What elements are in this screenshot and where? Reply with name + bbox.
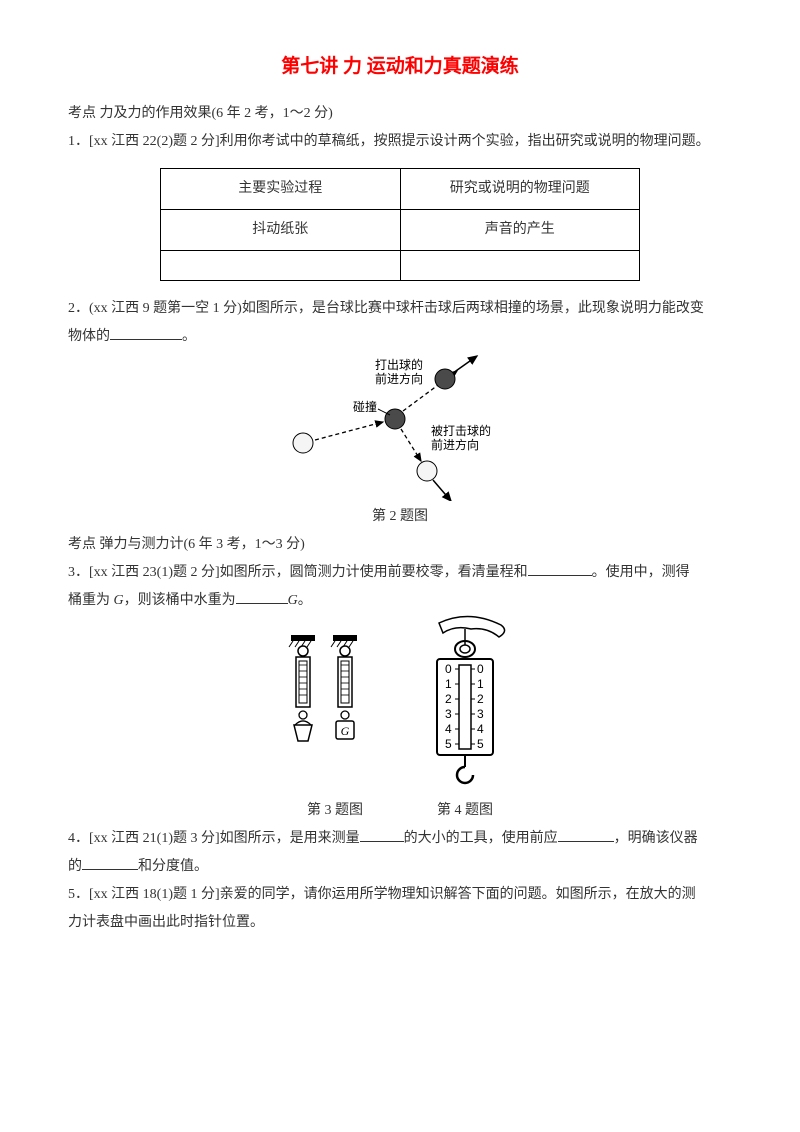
q2-suffix: 。 <box>182 329 196 344</box>
q2-prefix: 物体的 <box>68 329 110 344</box>
question-4-line1: 4．[xx 江西 21(1)题 3 分]如图所示，是用来测量 的大小的工具，使用前… <box>68 825 732 853</box>
figure-2: 打出球的 前进方向 碰撞 被打击球的 前进方向 第 2 题图 <box>68 351 732 531</box>
table-cell <box>161 251 401 281</box>
svg-text:2: 2 <box>445 692 452 706</box>
blank <box>110 326 182 340</box>
svg-text:4: 4 <box>477 722 484 736</box>
q3e: 。 <box>298 593 312 608</box>
blank <box>558 828 614 842</box>
q4c: ，明确该仪器 <box>614 831 698 846</box>
q4e: 和分度值。 <box>138 859 208 874</box>
blank <box>360 828 404 842</box>
figure-2-caption: 第 2 题图 <box>68 503 732 531</box>
q3b: 。使用中，测得 <box>592 565 690 580</box>
svg-text:前进方向: 前进方向 <box>431 437 479 452</box>
question-3-line2: 桶重为 G，则该桶中水重为G。 <box>68 587 732 615</box>
label-collision: 碰撞 <box>353 399 377 414</box>
blank <box>528 562 592 576</box>
q4a: 4．[xx 江西 21(1)题 3 分]如图所示，是用来测量 <box>68 831 360 846</box>
billiard-diagram: 打出球的 前进方向 碰撞 被打击球的 前进方向 <box>275 351 525 501</box>
figure-3-caption: 第 3 题图 <box>307 797 363 825</box>
topic-2: 考点 弹力与测力计(6 年 3 考，1～3 分) <box>68 531 732 559</box>
svg-text:5: 5 <box>445 737 452 751</box>
question-5-line2: 力计表盘中画出此时指针位置。 <box>68 909 732 937</box>
blank <box>236 590 288 604</box>
question-1: 1．[xx 江西 22(2)题 2 分]利用你考试中的草稿纸，按照提示设计两个实… <box>68 128 732 156</box>
q3a: 3．[xx 江西 23(1)题 2 分]如图所示，圆筒测力计使用前要校零，看清量… <box>68 565 528 580</box>
q3d: ，则该桶中水重为 <box>124 593 236 608</box>
label-out-dir: 打出球的 <box>375 357 423 372</box>
figure-4: 0 0 1 1 2 2 3 3 4 4 5 5 <box>399 615 529 795</box>
svg-text:0: 0 <box>477 662 484 676</box>
svg-text:1: 1 <box>477 677 484 691</box>
experiment-table: 主要实验过程 研究或说明的物理问题 抖动纸张 声音的产生 <box>160 168 640 281</box>
page-title: 第七讲 力 运动和力真题演练 <box>68 48 732 86</box>
table-cell <box>400 251 640 281</box>
svg-text:G: G <box>341 724 350 738</box>
q4d: 的 <box>68 859 82 874</box>
question-5-line1: 5．[xx 江西 18(1)题 1 分]亲爱的同学，请你运用所学物理知识解答下面… <box>68 881 732 909</box>
svg-text:3: 3 <box>445 707 452 721</box>
question-2-line1: 2．(xx 江西 9 题第一空 1 分)如图所示，是台球比赛中球杆击球后两球相撞… <box>68 295 732 323</box>
label-hit-dir: 被打击球的 <box>431 423 491 438</box>
topic-1: 考点 力及力的作用效果(6 年 2 考，1～2 分) <box>68 100 732 128</box>
svg-text:1: 1 <box>445 677 452 691</box>
table-row: 抖动纸张 声音的产生 <box>161 210 640 251</box>
g-var: G <box>288 593 298 608</box>
question-3-line1: 3．[xx 江西 23(1)题 2 分]如图所示，圆筒测力计使用前要校零，看清量… <box>68 559 732 587</box>
svg-text:前进方向: 前进方向 <box>375 371 423 386</box>
table-cell: 主要实验过程 <box>161 169 401 210</box>
table-row <box>161 251 640 281</box>
table-row: 主要实验过程 研究或说明的物理问题 <box>161 169 640 210</box>
svg-text:4: 4 <box>445 722 452 736</box>
blank <box>82 856 138 870</box>
q3c: 桶重为 <box>68 593 110 608</box>
figure-4-caption: 第 4 题图 <box>437 797 493 825</box>
figure-3: G <box>271 635 381 795</box>
figure-captions: 第 3 题图 第 4 题图 <box>68 797 732 825</box>
cylinder-scale-diagram: 0 0 1 1 2 2 3 3 4 4 5 5 <box>399 615 529 795</box>
table-cell: 声音的产生 <box>400 210 640 251</box>
g-var: G <box>114 593 124 608</box>
svg-text:5: 5 <box>477 737 484 751</box>
svg-text:3: 3 <box>477 707 484 721</box>
figure-3-4-row: G 0 0 1 1 2 2 3 3 4 4 5 5 <box>68 615 732 795</box>
spring-scales-diagram: G <box>271 635 381 795</box>
table-cell: 研究或说明的物理问题 <box>400 169 640 210</box>
question-2-line2: 物体的 。 <box>68 323 732 351</box>
svg-text:2: 2 <box>477 692 484 706</box>
table-cell: 抖动纸张 <box>161 210 401 251</box>
svg-text:0: 0 <box>445 662 452 676</box>
q4b: 的大小的工具，使用前应 <box>404 831 558 846</box>
question-4-line2: 的 和分度值。 <box>68 853 732 881</box>
